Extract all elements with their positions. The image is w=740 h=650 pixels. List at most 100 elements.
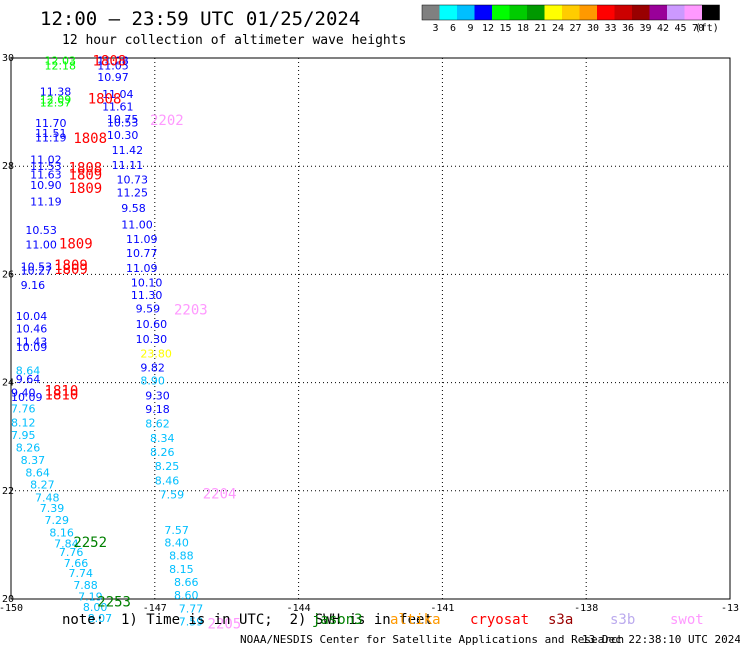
wave-height-value: 23.80	[140, 347, 172, 360]
wave-height-value: 7.95	[11, 429, 36, 442]
wave-height-value: 10.60	[136, 318, 168, 331]
wave-height-value: 8.26	[150, 446, 175, 459]
satellite-legend-swot: swot	[670, 612, 704, 628]
wave-height-value: 11.61	[102, 101, 134, 114]
wave-height-value: 9.30	[145, 390, 170, 403]
wave-height-value: 11.38	[40, 86, 71, 99]
wave-height-value: 11.19	[35, 132, 67, 145]
wave-height-value: 8.40	[164, 537, 189, 550]
wave-height-value: 11.19	[30, 195, 61, 208]
colorbar-legend: 3 6 9 12 15 18 21 24 27 30 33 36 39 42 45 70(ft)	[421, 4, 720, 34]
units-note: note: 1) Time is in UTC; 2) SWH is in fe…	[62, 612, 433, 628]
pass-number: 1810	[45, 388, 79, 404]
wave-height-value: 11.63	[30, 168, 61, 181]
wave-height-value: 10.73	[116, 174, 148, 187]
wave-height-value: 7.59	[179, 616, 204, 629]
y-tick-label: 22	[2, 486, 14, 497]
pass-number: 1808	[88, 92, 122, 108]
wave-height-value: 10.09	[16, 341, 48, 354]
x-tick-label: -147	[143, 603, 167, 614]
satellite-legend-s3a: s3a	[548, 612, 574, 628]
wave-height-value: 8.37	[21, 454, 46, 467]
wave-height-value: 10.90	[30, 179, 61, 192]
wave-height-value: 11.42	[112, 144, 144, 157]
colorbar-label: 6	[450, 23, 456, 34]
wave-height-value: 7.74	[69, 567, 94, 580]
wave-height-value: 11.11	[112, 159, 144, 172]
wave-height-value: 8.15	[169, 563, 194, 576]
colorbar-label: 30	[587, 23, 599, 34]
wave-height-value: 12.03	[45, 55, 76, 68]
wave-height-value: 8.16	[49, 526, 73, 539]
wave-height-value: 8.64	[25, 466, 49, 479]
pass-number: 2205	[208, 616, 242, 632]
pass-number: 2204	[203, 487, 237, 503]
colorbar-swatch	[597, 5, 615, 20]
wave-height-value: 9.40	[11, 386, 36, 399]
wave-height-value: 7.57	[164, 524, 189, 537]
pass-number: 2252	[73, 535, 107, 551]
wave-height-value: 12.09	[40, 94, 71, 107]
pass-number: 2203	[174, 303, 208, 319]
wave-height-value: 8.07	[88, 612, 113, 625]
wave-height-value: 10.53	[107, 116, 139, 129]
colorbar-label: 27	[569, 23, 581, 34]
generation-timestamp: 13 Dec 22:38:10 UTC 2024	[582, 633, 740, 646]
y-tick-label: 28	[2, 161, 14, 172]
wave-height-value: 11.09	[126, 262, 158, 275]
wave-height-value: 10.46	[16, 323, 48, 336]
y-tick-label: 30	[2, 53, 14, 64]
wave-height-value: 10.27	[21, 265, 53, 278]
colorbar-swatch	[439, 5, 457, 20]
wave-height-value: 7.19	[78, 590, 103, 603]
wave-height-value: 8.34	[150, 432, 175, 445]
axis-tick-labels: -150 -147 -144 -141 -138 -13 20 22 24 26 28 30	[0, 53, 739, 614]
x-tick-label: -141	[430, 603, 454, 614]
wave-height-value: 7.88	[73, 579, 98, 592]
colorbar-border	[421, 4, 720, 21]
wave-height-value: 8.46	[155, 475, 180, 488]
colorbar-label: 24	[552, 23, 564, 34]
wave-height-value: 8.64	[16, 365, 41, 378]
wave-height-value: 8.27	[30, 478, 54, 491]
wave-height-value: 11.00	[25, 239, 56, 252]
wave-height-value: 10.10	[131, 277, 163, 290]
wave-height-value: 8.60	[174, 589, 199, 602]
colorbar-label: 42	[657, 23, 669, 34]
colorbar-label: 39	[639, 23, 651, 34]
pass-number: 1809	[69, 181, 103, 197]
colorbar-swatch	[649, 5, 667, 20]
wave-height-value: 9.59	[136, 302, 161, 315]
colorbar-swatch	[579, 5, 597, 20]
chart-title: 12:00 – 23:59 UTC 01/25/2024	[40, 8, 361, 30]
satellite-legend-cryosat: cryosat	[470, 612, 530, 628]
colorbar-label: 9	[467, 23, 473, 34]
wave-height-value: 9.64	[16, 373, 41, 386]
pass-number: 1809	[54, 262, 88, 278]
colorbar-swatch	[509, 5, 527, 20]
colorbar-swatch	[562, 5, 580, 20]
colorbar-swatch	[702, 5, 720, 20]
pass-number: 1809	[54, 258, 88, 274]
colorbar-label: 12	[482, 23, 494, 34]
wave-height-value: 8.88	[169, 550, 194, 563]
wave-height-value: 10.97	[97, 71, 129, 84]
pass-number: 1810	[45, 384, 79, 400]
wave-height-value: 7.29	[45, 514, 69, 527]
wave-height-value: 11.02	[30, 154, 61, 167]
wave-height-value: 11.30	[131, 289, 163, 302]
satellite-legend-jason3: jason3	[312, 612, 363, 628]
wave-height-value: 10.53	[25, 224, 56, 237]
wave-height-value: 10.30	[136, 333, 168, 346]
colorbar-label: 3	[432, 23, 438, 34]
colorbar-swatch	[614, 5, 632, 20]
x-tick-label: -13	[721, 603, 739, 614]
wave-height-value: 11.43	[16, 335, 48, 348]
wave-height-value: 11.08	[97, 55, 129, 68]
colorbar-swatch	[667, 5, 685, 20]
wave-height-value: 10.09	[11, 391, 43, 404]
wave-height-value: 8.66	[174, 576, 199, 589]
wave-height-value: 8.25	[155, 460, 180, 473]
wave-height-value: 7.48	[35, 491, 60, 504]
